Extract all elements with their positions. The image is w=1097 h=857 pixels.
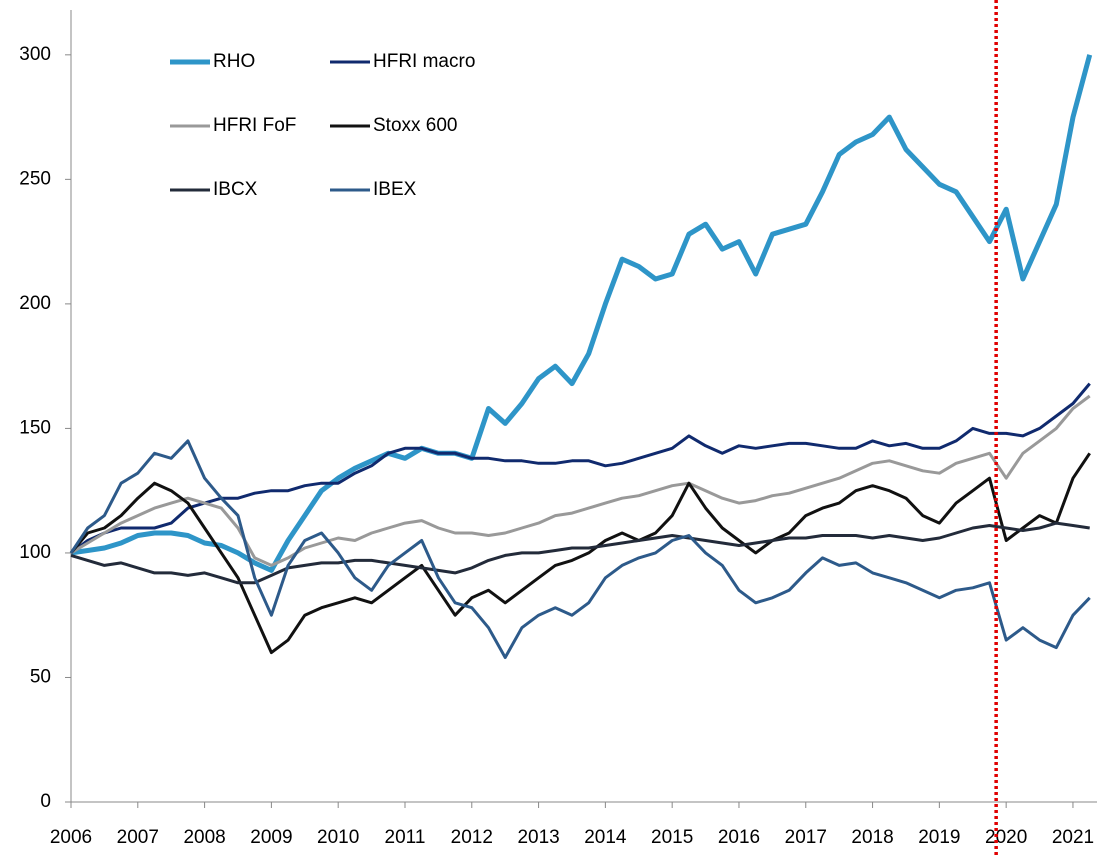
x-tick-label: 2018 (851, 827, 893, 848)
x-tick-label: 2010 (317, 827, 359, 848)
legend-label: HFRI FoF (213, 115, 296, 136)
x-tick-label: 2019 (918, 827, 960, 848)
x-tick-label: 2007 (117, 827, 159, 848)
series-line (70, 54, 1093, 573)
series-line (69, 439, 1091, 659)
legend-label: IBCX (213, 179, 258, 200)
series-line (70, 382, 1091, 555)
series-line (70, 521, 1090, 585)
x-tick-label: 2011 (385, 827, 426, 848)
x-tick-label: 2016 (718, 827, 760, 848)
x-tick-label: 2012 (451, 827, 493, 848)
x-tick-label: 2017 (785, 827, 827, 848)
y-tick-label: 50 (30, 666, 51, 687)
x-tick-label: 2021 (1052, 827, 1094, 848)
x-tick-label: 2008 (183, 827, 225, 848)
y-tick-label: 250 (19, 168, 51, 189)
x-tick-label: 2014 (584, 827, 627, 848)
y-tick-label: 0 (40, 791, 51, 812)
series-line (69, 452, 1091, 655)
x-tick-label: 2006 (50, 827, 92, 848)
series-line (70, 394, 1091, 567)
y-tick-label: 150 (19, 417, 51, 438)
x-tick-label: 2020 (985, 827, 1027, 848)
legend-label: IBEX (373, 179, 417, 200)
y-tick-label: 300 (19, 44, 51, 65)
y-tick-label: 100 (19, 542, 51, 563)
legend-label: Stoxx 600 (373, 115, 458, 136)
x-tick-label: 2013 (517, 827, 559, 848)
y-tick-label: 200 (19, 293, 51, 314)
legend-label: RHO (213, 51, 255, 72)
legend-label: HFRI macro (373, 51, 475, 72)
x-tick-label: 2015 (651, 827, 693, 848)
x-tick-label: 2009 (250, 827, 292, 848)
